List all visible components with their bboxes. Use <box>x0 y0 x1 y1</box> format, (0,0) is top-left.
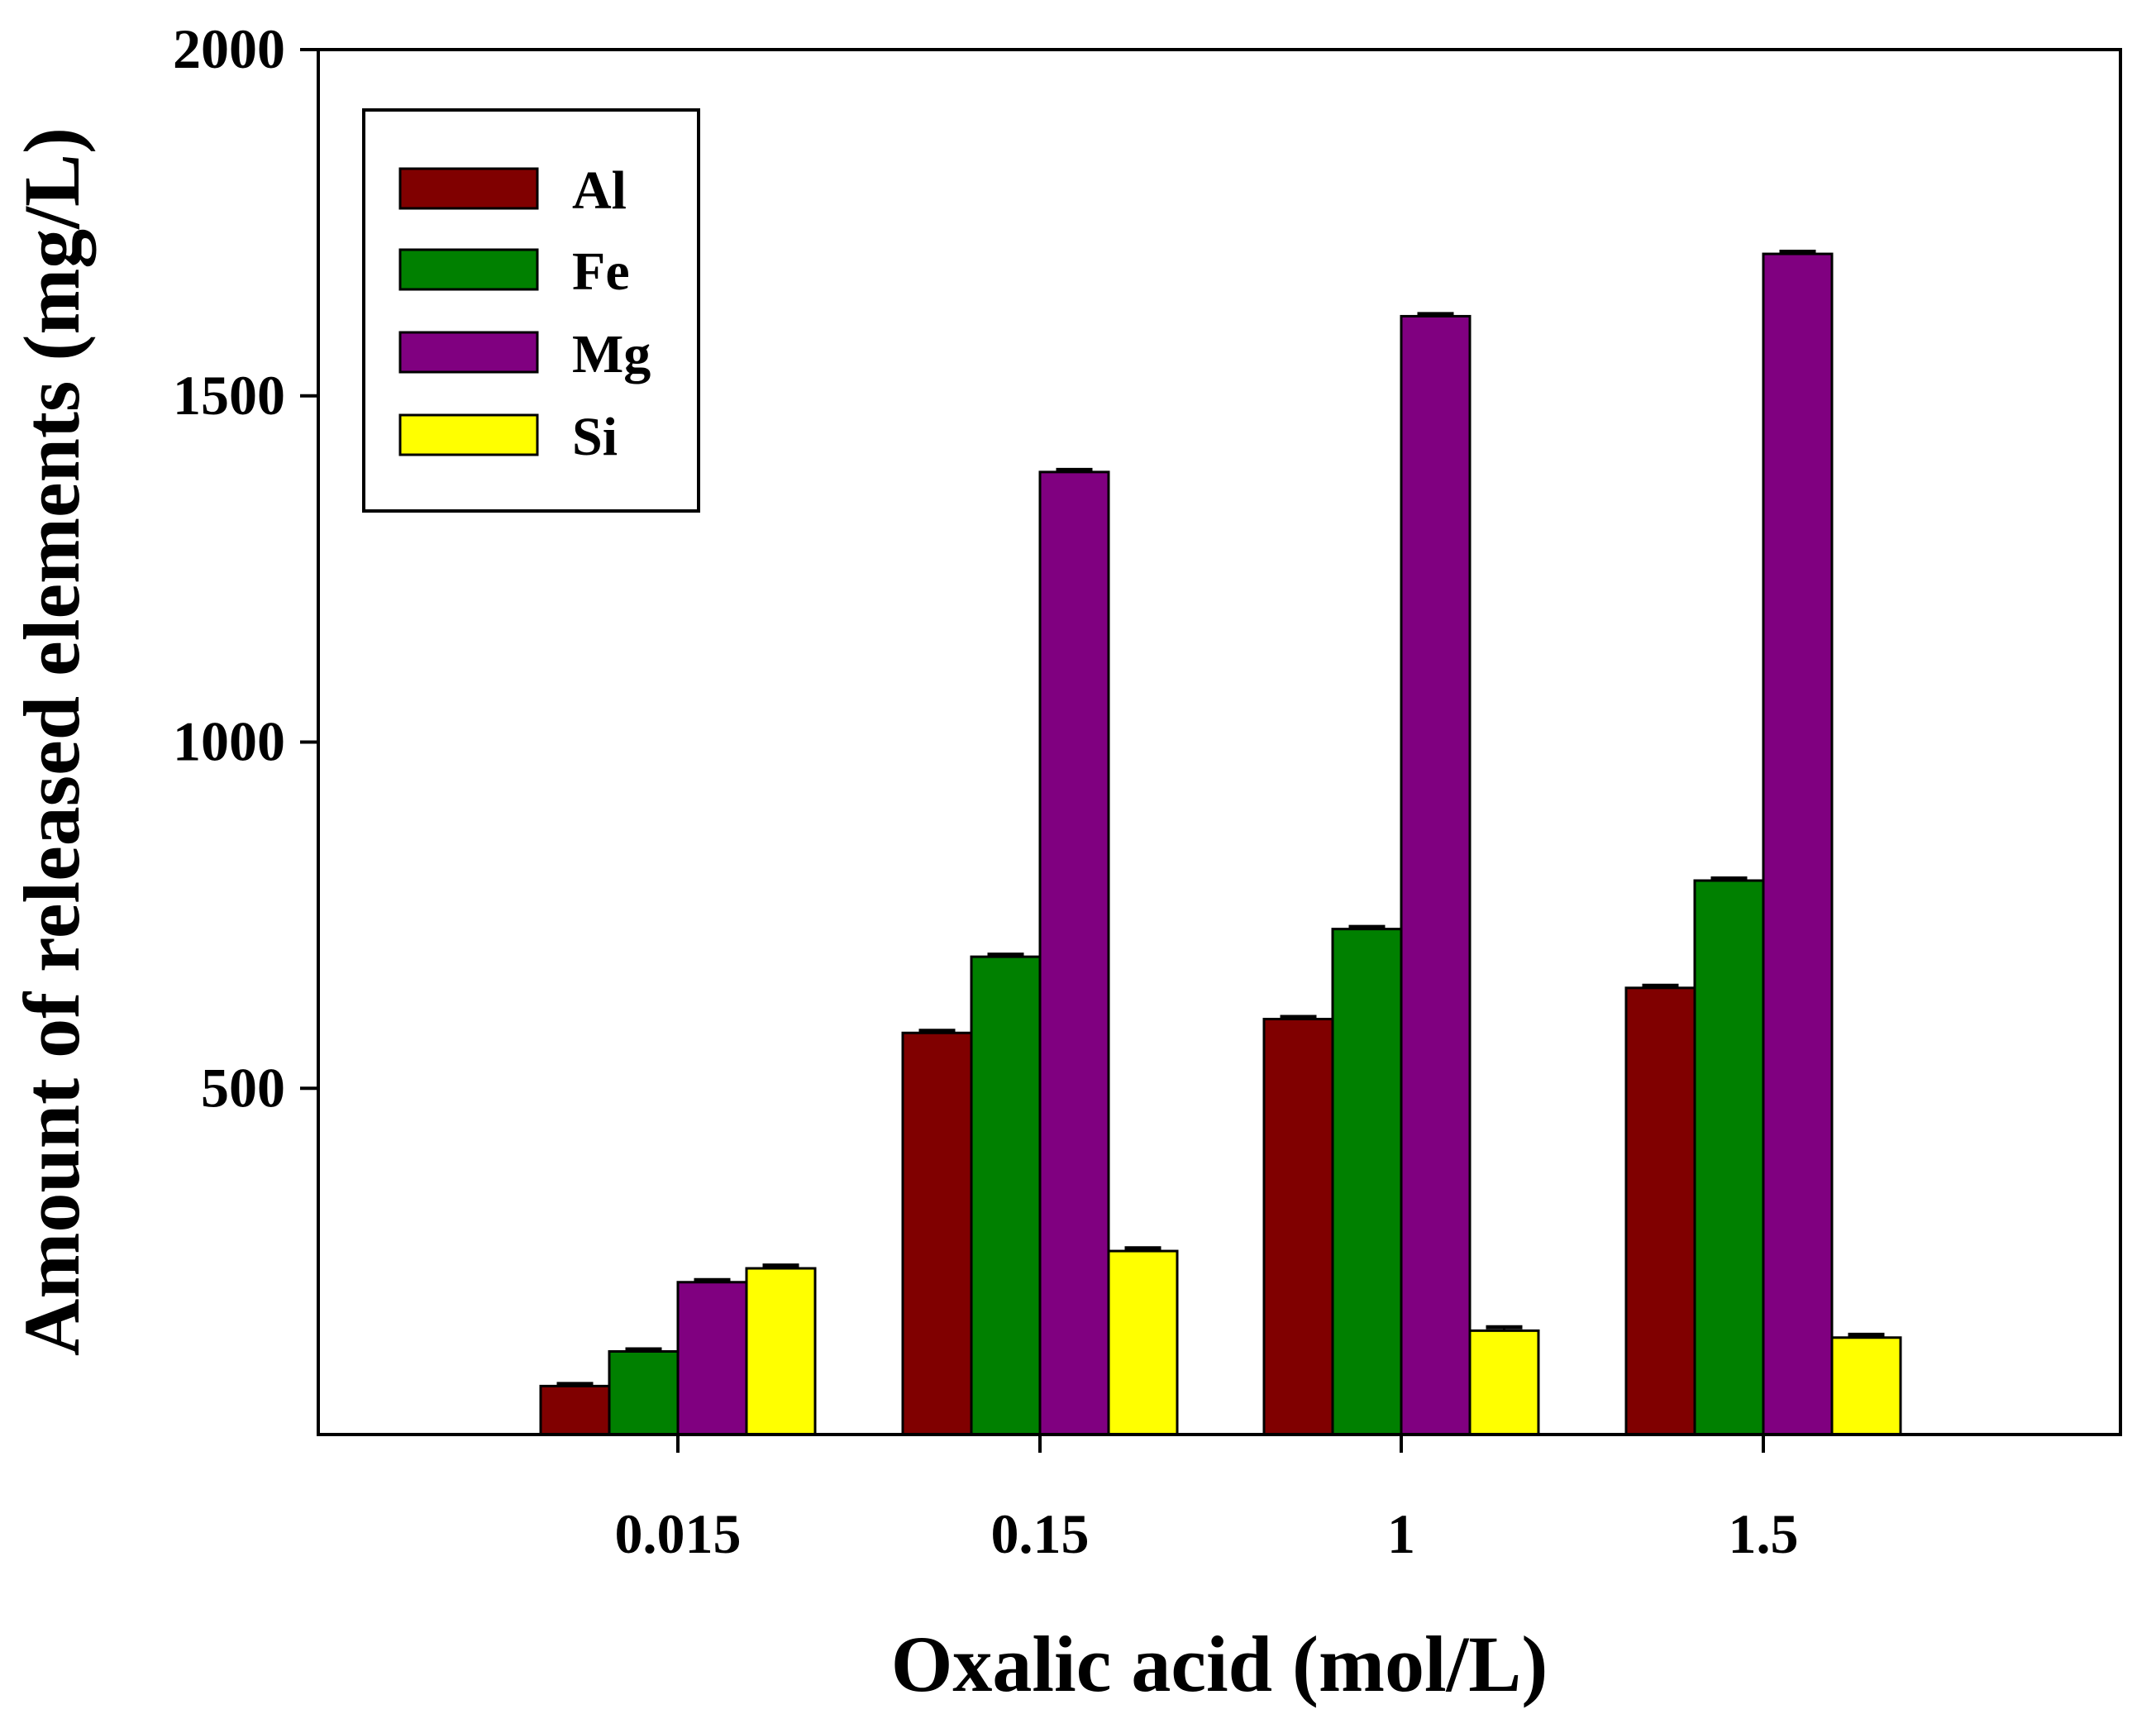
bar-al-1.5 <box>1624 986 1696 1436</box>
bar-mg-1.5 <box>1762 252 1834 1436</box>
x-tick-label-0.015: 0.015 <box>615 1502 742 1565</box>
legend-swatch-fe <box>398 248 539 291</box>
bar-al-0.15 <box>901 1031 973 1436</box>
bar-fe-0.015 <box>608 1350 680 1436</box>
bar-fe-0.15 <box>970 955 1042 1436</box>
bar-si-0.15 <box>1107 1249 1179 1436</box>
legend: Al Fe Mg Si <box>362 108 700 513</box>
y-axis-title: Amount of released elements (mg/L) <box>7 127 96 1356</box>
x-tick-label-0.15: 0.15 <box>991 1502 1090 1565</box>
x-axis-title: Oxalic acid (mol/L) <box>891 1620 1548 1708</box>
bar-mg-0.15 <box>1038 470 1110 1436</box>
legend-swatch-mg <box>398 331 539 374</box>
bar-si-1.5 <box>1830 1336 1902 1436</box>
legend-label-fe: Fe <box>572 241 630 302</box>
bar-mg-1 <box>1400 314 1472 1436</box>
y-tick-label-1000: 1000 <box>173 710 285 773</box>
legend-label-mg: Mg <box>572 324 651 384</box>
y-tick-label-500: 500 <box>201 1056 285 1119</box>
bar-fe-1.5 <box>1693 879 1765 1436</box>
y-tick-label-2000: 2000 <box>173 17 285 80</box>
legend-swatch-si <box>398 413 539 456</box>
legend-swatch-al <box>398 167 539 210</box>
bar-si-0.015 <box>745 1267 817 1436</box>
bar-al-1 <box>1262 1018 1334 1436</box>
legend-label-si: Si <box>572 407 618 467</box>
axes-layer: 500 1000 1500 2000 0.015 0.15 1 1.5 <box>173 17 1799 1565</box>
bar-si-1 <box>1468 1329 1540 1436</box>
bar-fe-1 <box>1331 928 1403 1436</box>
x-tick-label-1.5: 1.5 <box>1729 1502 1799 1565</box>
x-tick-label-1: 1 <box>1387 1502 1415 1565</box>
y-tick-label-1500: 1500 <box>173 364 285 427</box>
bars-layer <box>539 250 1902 1436</box>
bar-al-0.015 <box>539 1384 611 1436</box>
bar-mg-0.015 <box>676 1281 748 1436</box>
legend-label-al: Al <box>572 160 627 221</box>
